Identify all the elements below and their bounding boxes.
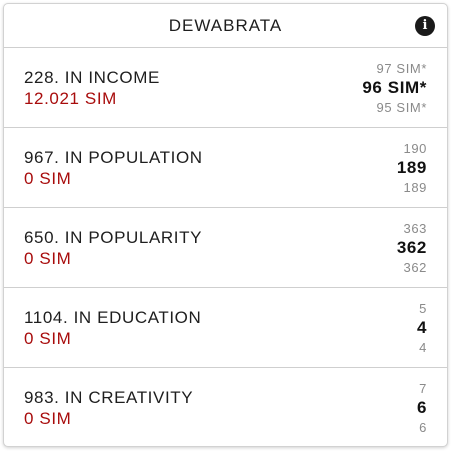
value-current: 362 <box>396 237 427 257</box>
comparison-values: 190 189 189 <box>397 128 427 207</box>
value-current: 96 SIM* <box>362 77 427 97</box>
value-current: 189 <box>396 157 427 177</box>
info-icon[interactable]: i <box>415 16 435 36</box>
ranking-info: 1104. IN EDUCATION 0 SIM <box>24 288 201 367</box>
ranking-info: 650. IN POPULARITY 0 SIM <box>24 208 202 287</box>
value-current: 6 <box>416 398 427 417</box>
value-above: 190 <box>403 140 427 156</box>
value-below: 6 <box>419 420 427 435</box>
ranking-info: 967. IN POPULATION 0 SIM <box>24 128 203 207</box>
ranking-row-population: 967. IN POPULATION 0 SIM 190 189 189 <box>4 128 447 208</box>
ranking-info: 983. IN CREATIVITY 0 SIM <box>24 368 194 446</box>
amount-value: 12.021 SIM <box>24 88 117 108</box>
rank-label: 650. IN POPULARITY <box>24 227 203 247</box>
value-below: 189 <box>403 179 427 195</box>
value-above: 97 SIM* <box>376 60 427 76</box>
ranking-card: DEWABRATA i 228. IN INCOME 12.021 SIM 97… <box>3 3 448 447</box>
amount-value: 0 SIM <box>24 248 72 268</box>
value-current: 4 <box>416 317 427 337</box>
ranking-row-income: 228. IN INCOME 12.021 SIM 97 SIM* 96 SIM… <box>4 48 447 128</box>
card-header: DEWABRATA i <box>4 4 447 48</box>
value-above: 7 <box>419 381 427 396</box>
rank-label: 1104. IN EDUCATION <box>24 307 202 327</box>
card-title: DEWABRATA <box>168 15 283 35</box>
value-above: 5 <box>419 300 427 316</box>
amount-value: 0 SIM <box>24 328 72 348</box>
ranking-row-creativity: 983. IN CREATIVITY 0 SIM 7 6 6 <box>4 368 447 446</box>
ranking-row-popularity: 650. IN POPULARITY 0 SIM 363 362 362 <box>4 208 447 288</box>
ranking-row-education: 1104. IN EDUCATION 0 SIM 5 4 4 <box>4 288 447 368</box>
comparison-values: 5 4 4 <box>417 288 427 367</box>
rank-label: 983. IN CREATIVITY <box>24 388 194 407</box>
value-below: 4 <box>419 339 427 355</box>
ranking-info: 228. IN INCOME 12.021 SIM <box>24 48 160 127</box>
amount-value: 0 SIM <box>24 168 72 188</box>
amount-value: 0 SIM <box>24 409 72 428</box>
comparison-values: 363 362 362 <box>397 208 427 287</box>
value-below: 362 <box>403 259 427 275</box>
comparison-values: 97 SIM* 96 SIM* 95 SIM* <box>362 48 427 127</box>
rank-label: 967. IN POPULATION <box>24 147 203 167</box>
comparison-values: 7 6 6 <box>416 368 427 446</box>
rank-label: 228. IN INCOME <box>24 67 160 87</box>
value-below: 95 SIM* <box>376 99 427 115</box>
value-above: 363 <box>403 220 427 236</box>
